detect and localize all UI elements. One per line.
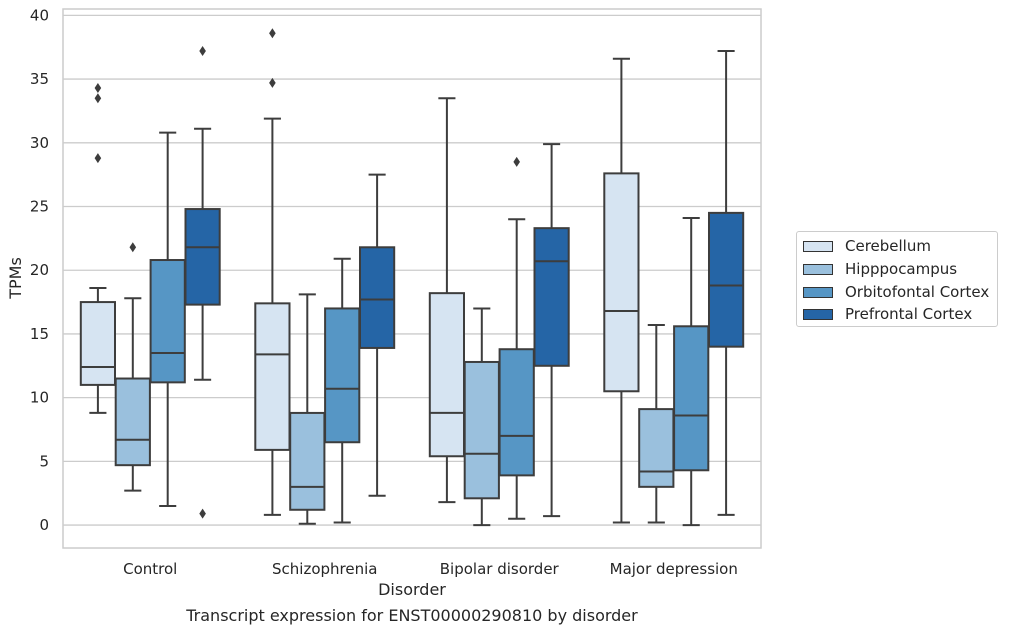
legend-swatch <box>803 240 833 252</box>
flier-point <box>269 28 276 39</box>
box-2-2 <box>498 156 535 520</box>
legend-label: Prefrontal Cortex <box>845 305 973 323</box>
box-groups <box>79 28 745 527</box>
flier-point <box>94 93 102 104</box>
flier-point <box>199 46 206 57</box>
y-tick-label: 15 <box>30 325 49 343</box>
box-1-3 <box>358 173 396 497</box>
x-tick-label: Bipolar disorder <box>440 560 560 578</box>
box-iqr <box>254 302 291 451</box>
legend-label: Hipppocampus <box>845 260 958 278</box>
box-3-2 <box>673 216 710 527</box>
legend-item-hippocampus: Hipppocampus <box>803 259 957 279</box>
legend-item-cerebellum: Cerebellum <box>803 236 931 256</box>
x-tick-label: Control <box>123 560 177 578</box>
box-3-3 <box>707 50 745 516</box>
box-iqr <box>289 411 326 511</box>
box-iqr <box>533 227 570 367</box>
flier-point <box>513 156 520 167</box>
figure-caption: Transcript expression for ENST0000029081… <box>186 606 638 625</box>
legend-swatch <box>803 263 833 275</box>
box-iqr <box>358 246 396 349</box>
box-iqr <box>324 307 361 444</box>
y-axis-label: TPMs <box>6 257 25 300</box>
box-iqr <box>673 325 710 472</box>
flier-point <box>94 83 102 94</box>
box-0-0 <box>79 83 117 414</box>
box-3-0 <box>603 57 640 524</box>
legend-item-prefrontal: Prefrontal Cortex <box>803 304 972 324</box>
box-iqr <box>463 360 500 500</box>
box-2-1 <box>463 307 500 527</box>
x-tick-label: Schizophrenia <box>272 560 377 578</box>
box-1-2 <box>324 257 361 524</box>
plot-frame <box>62 8 762 549</box>
y-tick-label: 25 <box>30 198 49 216</box>
box-1-0 <box>254 28 291 516</box>
box-iqr <box>498 348 535 477</box>
y-tick-label: 35 <box>30 70 49 88</box>
y-tick-label: 30 <box>30 134 49 152</box>
box-2-3 <box>533 143 570 518</box>
box-iqr <box>184 208 221 306</box>
box-iqr <box>603 172 640 393</box>
box-1-1 <box>289 293 326 525</box>
legend-label: Orbitofontal Cortex <box>845 283 990 301</box>
legend-label: Cerebellum <box>845 237 931 255</box>
box-iqr <box>149 259 186 384</box>
y-axis-ticks: 0 5 10 15 20 25 30 35 40 <box>30 6 49 534</box>
x-axis-ticks: Control Schizophrenia Bipolar disorder Majo… <box>123 560 738 578</box>
flier-point <box>94 153 102 164</box>
box-iqr <box>428 292 466 458</box>
box-iqr <box>638 408 675 488</box>
box-0-1 <box>114 242 151 492</box>
flier-point <box>199 508 206 519</box>
x-axis-label: Disorder <box>378 580 446 599</box>
x-tick-label: Major depression <box>610 560 738 578</box>
flier-point <box>129 242 137 253</box>
y-tick-label: 0 <box>39 516 49 534</box>
box-0-2 <box>149 131 186 507</box>
y-tick-label: 20 <box>30 261 49 279</box>
box-iqr <box>79 301 117 386</box>
box-iqr <box>114 377 151 467</box>
legend: Cerebellum Hipppocampus Orbitofontal Cor… <box>796 231 998 327</box>
legend-swatch <box>803 286 833 298</box>
box-iqr <box>707 211 745 348</box>
legend-swatch <box>803 308 833 320</box>
y-tick-label: 40 <box>30 6 49 24</box>
flier-point <box>269 77 276 88</box>
legend-item-orbitofrontal: Orbitofontal Cortex <box>803 282 989 302</box>
y-tick-label: 10 <box>30 389 49 407</box>
box-0-3 <box>184 46 221 519</box>
y-tick-label: 5 <box>39 452 49 470</box>
